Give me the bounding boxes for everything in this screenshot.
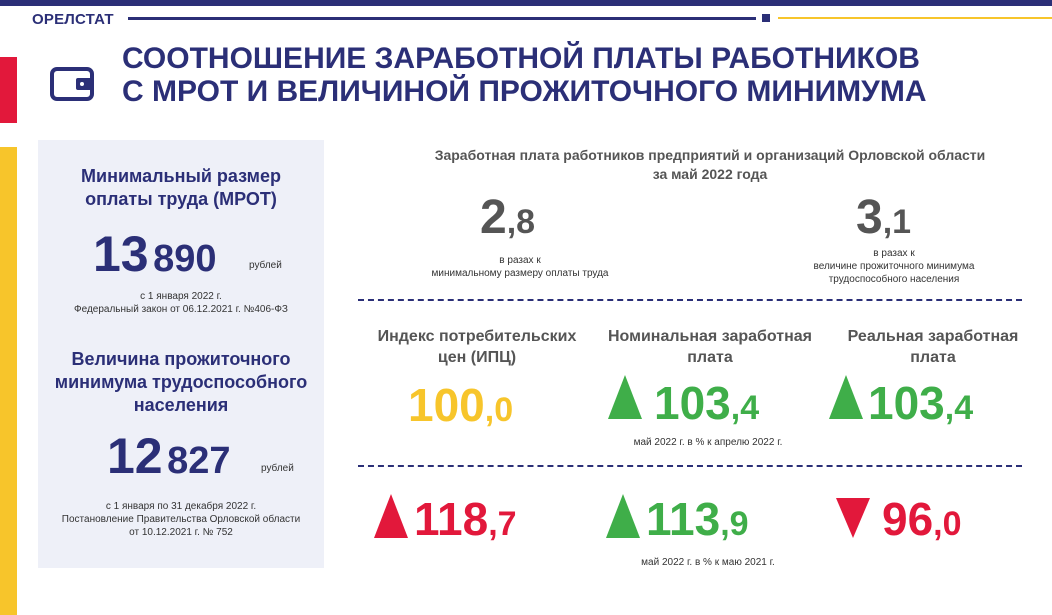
header-square [762, 14, 770, 22]
ratio-subsistence-value: 3,1 [856, 190, 911, 245]
row1-note: май 2022 г. в % к апрелю 2022 г. [633, 437, 783, 448]
ratio-subsistence-int: 3 [856, 191, 883, 244]
subsistence-title: Величина прожиточного минимума трудоспос… [38, 348, 324, 417]
accent-bar-yellow [0, 147, 17, 615]
cpi-header-line2: цен (ИПЦ) [437, 349, 517, 366]
real-header-line1: Реальная заработная [847, 328, 1019, 345]
ratio-subsistence-dec: ,1 [882, 203, 912, 241]
ratio-heading: Заработная плата работников предприятий … [380, 146, 1040, 184]
subsistence-title-line3: населения [133, 395, 229, 415]
arrow-up-icon [608, 375, 642, 424]
mrot-note-line2: Федеральный закон от 06.12.2021 г. №406-… [74, 304, 288, 315]
mrot-note-line1: с 1 января 2022 г. [140, 291, 222, 302]
cpi-row1-dec: ,0 [484, 391, 514, 429]
brand-logo-text: ОРЕЛСТАТ [32, 11, 114, 28]
nominal-row1-value: 103,4 [654, 378, 759, 433]
subsistence-value-rest: 827 [167, 440, 231, 482]
wallet-icon [50, 67, 94, 101]
nominal-header-line1: Номинальная заработная [608, 328, 812, 345]
real-row2-int: 96 [882, 493, 934, 545]
subsistence-note: с 1 января по 31 декабря 2022 г. Постано… [38, 500, 324, 539]
ratio-subsistence-note-line1: в разах к [873, 248, 915, 259]
nominal-row2-int: 113 [646, 493, 721, 545]
divider-2 [358, 465, 1022, 467]
top-bar [0, 0, 1052, 6]
header-divider-yellow [778, 17, 1052, 19]
cpi-row1-value: 100,0 [408, 380, 513, 435]
ratio-subsistence-note: в разах к величине прожиточного минимума… [774, 247, 1014, 286]
arrow-up-icon [829, 375, 863, 424]
mrot-title-line2: оплаты труда (МРОТ) [85, 189, 277, 209]
ratio-mrot-note: в разах к минимальному размеру оплаты тр… [400, 254, 640, 280]
subsistence-value: 12 827 [107, 427, 230, 485]
subsistence-note-line1: с 1 января по 31 декабря 2022 г. [105, 501, 257, 512]
arrow-up-icon [606, 494, 640, 543]
nominal-row1-int: 103 [654, 377, 731, 429]
real-row1-int: 103 [868, 377, 945, 429]
ratio-heading-line1: Заработная плата работников предприятий … [434, 147, 986, 163]
mrot-value-main: 13 [93, 226, 149, 282]
accent-bar-red [0, 57, 17, 123]
subsistence-note-line2: Постановление Правительства Орловской об… [61, 514, 301, 525]
nominal-header-line2: плата [687, 349, 733, 366]
mrot-value-rest: 890 [153, 238, 217, 280]
left-panel [38, 140, 324, 568]
page-title-line2: С МРОТ И ВЕЛИЧИНОЙ ПРОЖИТОЧНОГО МИНИМУМА [122, 75, 927, 108]
page-title: СООТНОШЕНИЕ ЗАРАБОТНОЙ ПЛАТЫ РАБОТНИКОВ … [122, 42, 1022, 108]
real-row1-dec: ,4 [944, 389, 974, 427]
nominal-row2-dec: ,9 [720, 505, 749, 543]
real-row1-value: 103,4 [868, 378, 973, 433]
real-header-line2: плата [910, 349, 956, 366]
ratio-subsistence-note-line2: величине прожиточного минимума [813, 261, 975, 272]
ratio-subsistence-note-line3: трудоспособного населения [828, 274, 960, 285]
ratio-mrot-note-line2: минимальному размеру оплаты труда [431, 268, 609, 279]
arrow-up-icon [374, 494, 408, 543]
ratio-mrot-dec: ,8 [506, 203, 536, 241]
real-row2-value: 96,0 [882, 494, 962, 549]
subsistence-note-line3: от 10.12.2021 г. № 752 [129, 527, 233, 538]
arrow-down-icon [836, 498, 870, 543]
nominal-row2-value: 113,9 [646, 494, 749, 549]
cpi-row2-int: 118 [414, 493, 489, 545]
subsistence-value-main: 12 [107, 428, 163, 484]
ratio-mrot-value: 2,8 [480, 190, 535, 245]
cpi-row2-value: 118,7 [414, 494, 517, 549]
ratio-heading-line2: за май 2022 года [652, 166, 768, 182]
cpi-header: Индекс потребительских цен (ИПЦ) [360, 326, 594, 368]
subsistence-title-line2: минимума трудоспособного [54, 372, 308, 392]
page-title-line1: СООТНОШЕНИЕ ЗАРАБОТНОЙ ПЛАТЫ РАБОТНИКОВ [122, 42, 920, 75]
subsistence-unit: рублей [261, 463, 294, 474]
divider-1 [358, 299, 1022, 301]
real-row2-dec: ,0 [933, 505, 962, 543]
mrot-note: с 1 января 2022 г. Федеральный закон от … [38, 290, 324, 316]
mrot-title: Минимальный размер оплаты труда (МРОТ) [38, 165, 324, 211]
subsistence-title-line1: Величина прожиточного [71, 349, 291, 369]
ratio-mrot-int: 2 [480, 191, 507, 244]
mrot-value: 13 890 [93, 225, 216, 283]
header-divider [128, 17, 756, 20]
row2-note: май 2022 г. в % к маю 2021 г. [641, 557, 775, 568]
cpi-row1-int: 100 [408, 379, 485, 431]
cpi-header-line1: Индекс потребительских [377, 328, 577, 345]
cpi-row2-dec: ,7 [488, 505, 517, 543]
nominal-header: Номинальная заработная плата [594, 326, 826, 368]
nominal-row1-dec: ,4 [730, 389, 760, 427]
mrot-title-line1: Минимальный размер [81, 166, 281, 186]
ratio-mrot-note-line1: в разах к [499, 255, 541, 266]
mrot-unit: рублей [249, 260, 282, 271]
real-header: Реальная заработная плата [826, 326, 1040, 368]
